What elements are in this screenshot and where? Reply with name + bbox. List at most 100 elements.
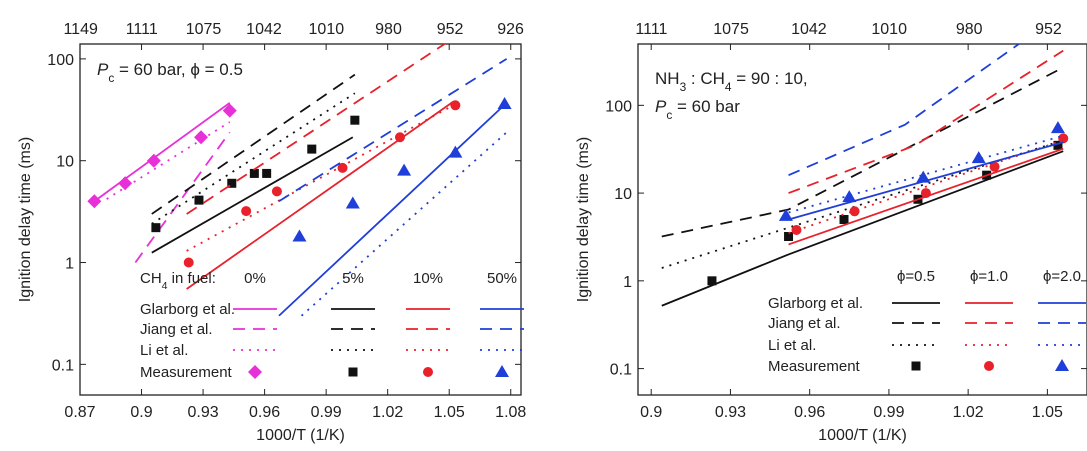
- measurement-point-0%: [194, 130, 209, 145]
- legend-column-label: 5%: [342, 270, 364, 287]
- x-tick-label: 0.87: [64, 404, 95, 421]
- legend-column-label: ϕ=2.0: [1043, 268, 1081, 285]
- measurement-point-ϕ=2.0: [971, 151, 986, 164]
- legend-column-label: 0%: [244, 270, 266, 287]
- top-tick-label: 1111: [635, 21, 667, 38]
- glarborg-line-50%: [278, 102, 508, 317]
- y-tick-label: 10: [614, 186, 632, 203]
- y-tick-label: 0.1: [52, 357, 74, 374]
- jiang-line-10%: [186, 44, 447, 215]
- jiang-line-5%: [151, 73, 356, 215]
- plot-frame: [79, 43, 522, 396]
- right-chart-panel: 0.9 0.93 0.96 0.99 1.02 1.05 1111 1075 1042 1010 9…: [575, 21, 1087, 444]
- jiang-line-ϕ=1.0: [788, 49, 1064, 194]
- legend-column-label: 10%: [413, 270, 443, 287]
- measurement-point-5%: [194, 195, 204, 205]
- x-tick-label: 1.02: [953, 404, 984, 421]
- top-tick-label: 952: [1035, 21, 1062, 38]
- x-tick-label: 0.93: [715, 404, 746, 421]
- top-tick-label: 1042: [246, 21, 282, 38]
- x-tick-label: 0.9: [130, 404, 152, 421]
- legend-marker: [348, 367, 358, 377]
- measurement-point-5%: [350, 115, 360, 125]
- legend-row-label: Li et al.: [768, 337, 816, 354]
- y-tick-label: 100: [47, 52, 74, 69]
- top-tick-label: 1010: [871, 21, 907, 38]
- plot-frame: [637, 43, 1087, 396]
- annotation-part: P: [97, 60, 109, 79]
- measurement-point-ϕ=0.5: [784, 232, 794, 242]
- measurement-point-50%: [448, 145, 463, 158]
- measurement-point-ϕ=2.0: [842, 190, 857, 203]
- measurement-point-5%: [262, 168, 272, 178]
- x-tick-label: 1.05: [434, 404, 465, 421]
- annotation-part: P: [655, 97, 667, 116]
- legend-row-label: Glarborg et al.: [768, 295, 863, 312]
- y-axis-label: Ignition delay time (ms): [575, 137, 592, 302]
- x-tick-label: 0.99: [311, 404, 342, 421]
- x-axis-label: 1000/T (1/K): [256, 427, 345, 444]
- annotation-part: 3: [680, 80, 687, 94]
- legend-column-label: ϕ=1.0: [970, 268, 1008, 285]
- annotation-part: in fuel:: [168, 270, 216, 287]
- legend-row-label: Jiang et al.: [768, 315, 841, 332]
- legend-marker: [911, 361, 921, 371]
- annotation-part: c: [108, 71, 114, 85]
- top-tick-label: 926: [497, 21, 524, 38]
- measurement-point-10%: [337, 162, 348, 173]
- annotation-part: CH: [140, 270, 162, 287]
- measurement-point-0%: [222, 103, 237, 118]
- li-line-50%: [300, 131, 508, 317]
- y-tick-label: 0.1: [610, 362, 632, 379]
- measurement-point-0%: [87, 194, 102, 209]
- jiang-line-ϕ=2.0: [788, 44, 1021, 176]
- jiang-line-ϕ=0.5: [661, 66, 1064, 238]
- measurement-point-ϕ=1.0: [989, 161, 1000, 172]
- legend: CH4 in fuel: 0% 5% 10% 50% Glarborg et al. Jia…: [140, 270, 524, 381]
- li-line-10%: [186, 104, 454, 252]
- top-tick-label: 1042: [791, 21, 827, 38]
- annotation-part: NH: [655, 69, 680, 88]
- measurement-point-0%: [146, 153, 161, 168]
- glarborg-line-10%: [186, 100, 454, 290]
- measurement-point-ϕ=0.5: [1053, 140, 1063, 150]
- x-axis-label: 1000/T (1/K): [818, 427, 907, 444]
- x-tick-label: 0.96: [794, 404, 825, 421]
- legend-marker: [984, 361, 994, 371]
- legend-marker: [423, 367, 433, 377]
- measurement-point-50%: [345, 196, 360, 209]
- li-line-5%: [151, 92, 356, 225]
- legend-column-label: ϕ=0.5: [897, 268, 935, 285]
- annotation-part: 4: [162, 280, 168, 292]
- top-tick-label: 1149: [63, 21, 98, 38]
- measurement-point-5%: [249, 168, 259, 178]
- chart-annotation: Pc = 60 bar, ϕ = 0.5: [97, 60, 243, 85]
- legend-row-label: Measurement: [140, 364, 233, 381]
- measurement-point-ϕ=1.0: [1058, 133, 1069, 144]
- plot-area: [661, 44, 1069, 307]
- annotation-part: c: [666, 108, 672, 122]
- measurement-point-ϕ=1.0: [920, 188, 931, 199]
- annotation-part: 4: [725, 80, 732, 94]
- glarborg-line-ϕ=0.5: [661, 150, 1064, 307]
- measurement-point-10%: [241, 206, 252, 217]
- annotation-part: : CH: [686, 69, 725, 88]
- legend-column-label: 50%: [487, 270, 517, 287]
- legend: ϕ=0.5 ϕ=1.0 ϕ=2.0 Glarborg et al. Jiang et a…: [768, 268, 1086, 375]
- measurement-point-10%: [271, 186, 282, 197]
- top-tick-label: 952: [437, 21, 464, 38]
- measurement-point-ϕ=1.0: [849, 206, 860, 217]
- measurement-point-ϕ=0.5: [839, 215, 849, 224]
- y-axis-label: Ignition delay time (ms): [17, 137, 34, 302]
- measurement-point-5%: [307, 144, 317, 154]
- legend-row-label: Glarborg et al.: [140, 301, 235, 318]
- x-tick-label: 0.93: [187, 404, 218, 421]
- top-tick-label: 1010: [309, 21, 345, 38]
- measurement-point-10%: [394, 132, 405, 143]
- y-tick-label: 1: [65, 256, 74, 273]
- top-tick-label: 1111: [126, 21, 158, 38]
- legend-title: CH4 in fuel:: [140, 270, 216, 292]
- x-tick-label: 1.08: [495, 404, 526, 421]
- x-tick-label: 0.96: [249, 404, 280, 421]
- measurement-point-5%: [151, 223, 161, 233]
